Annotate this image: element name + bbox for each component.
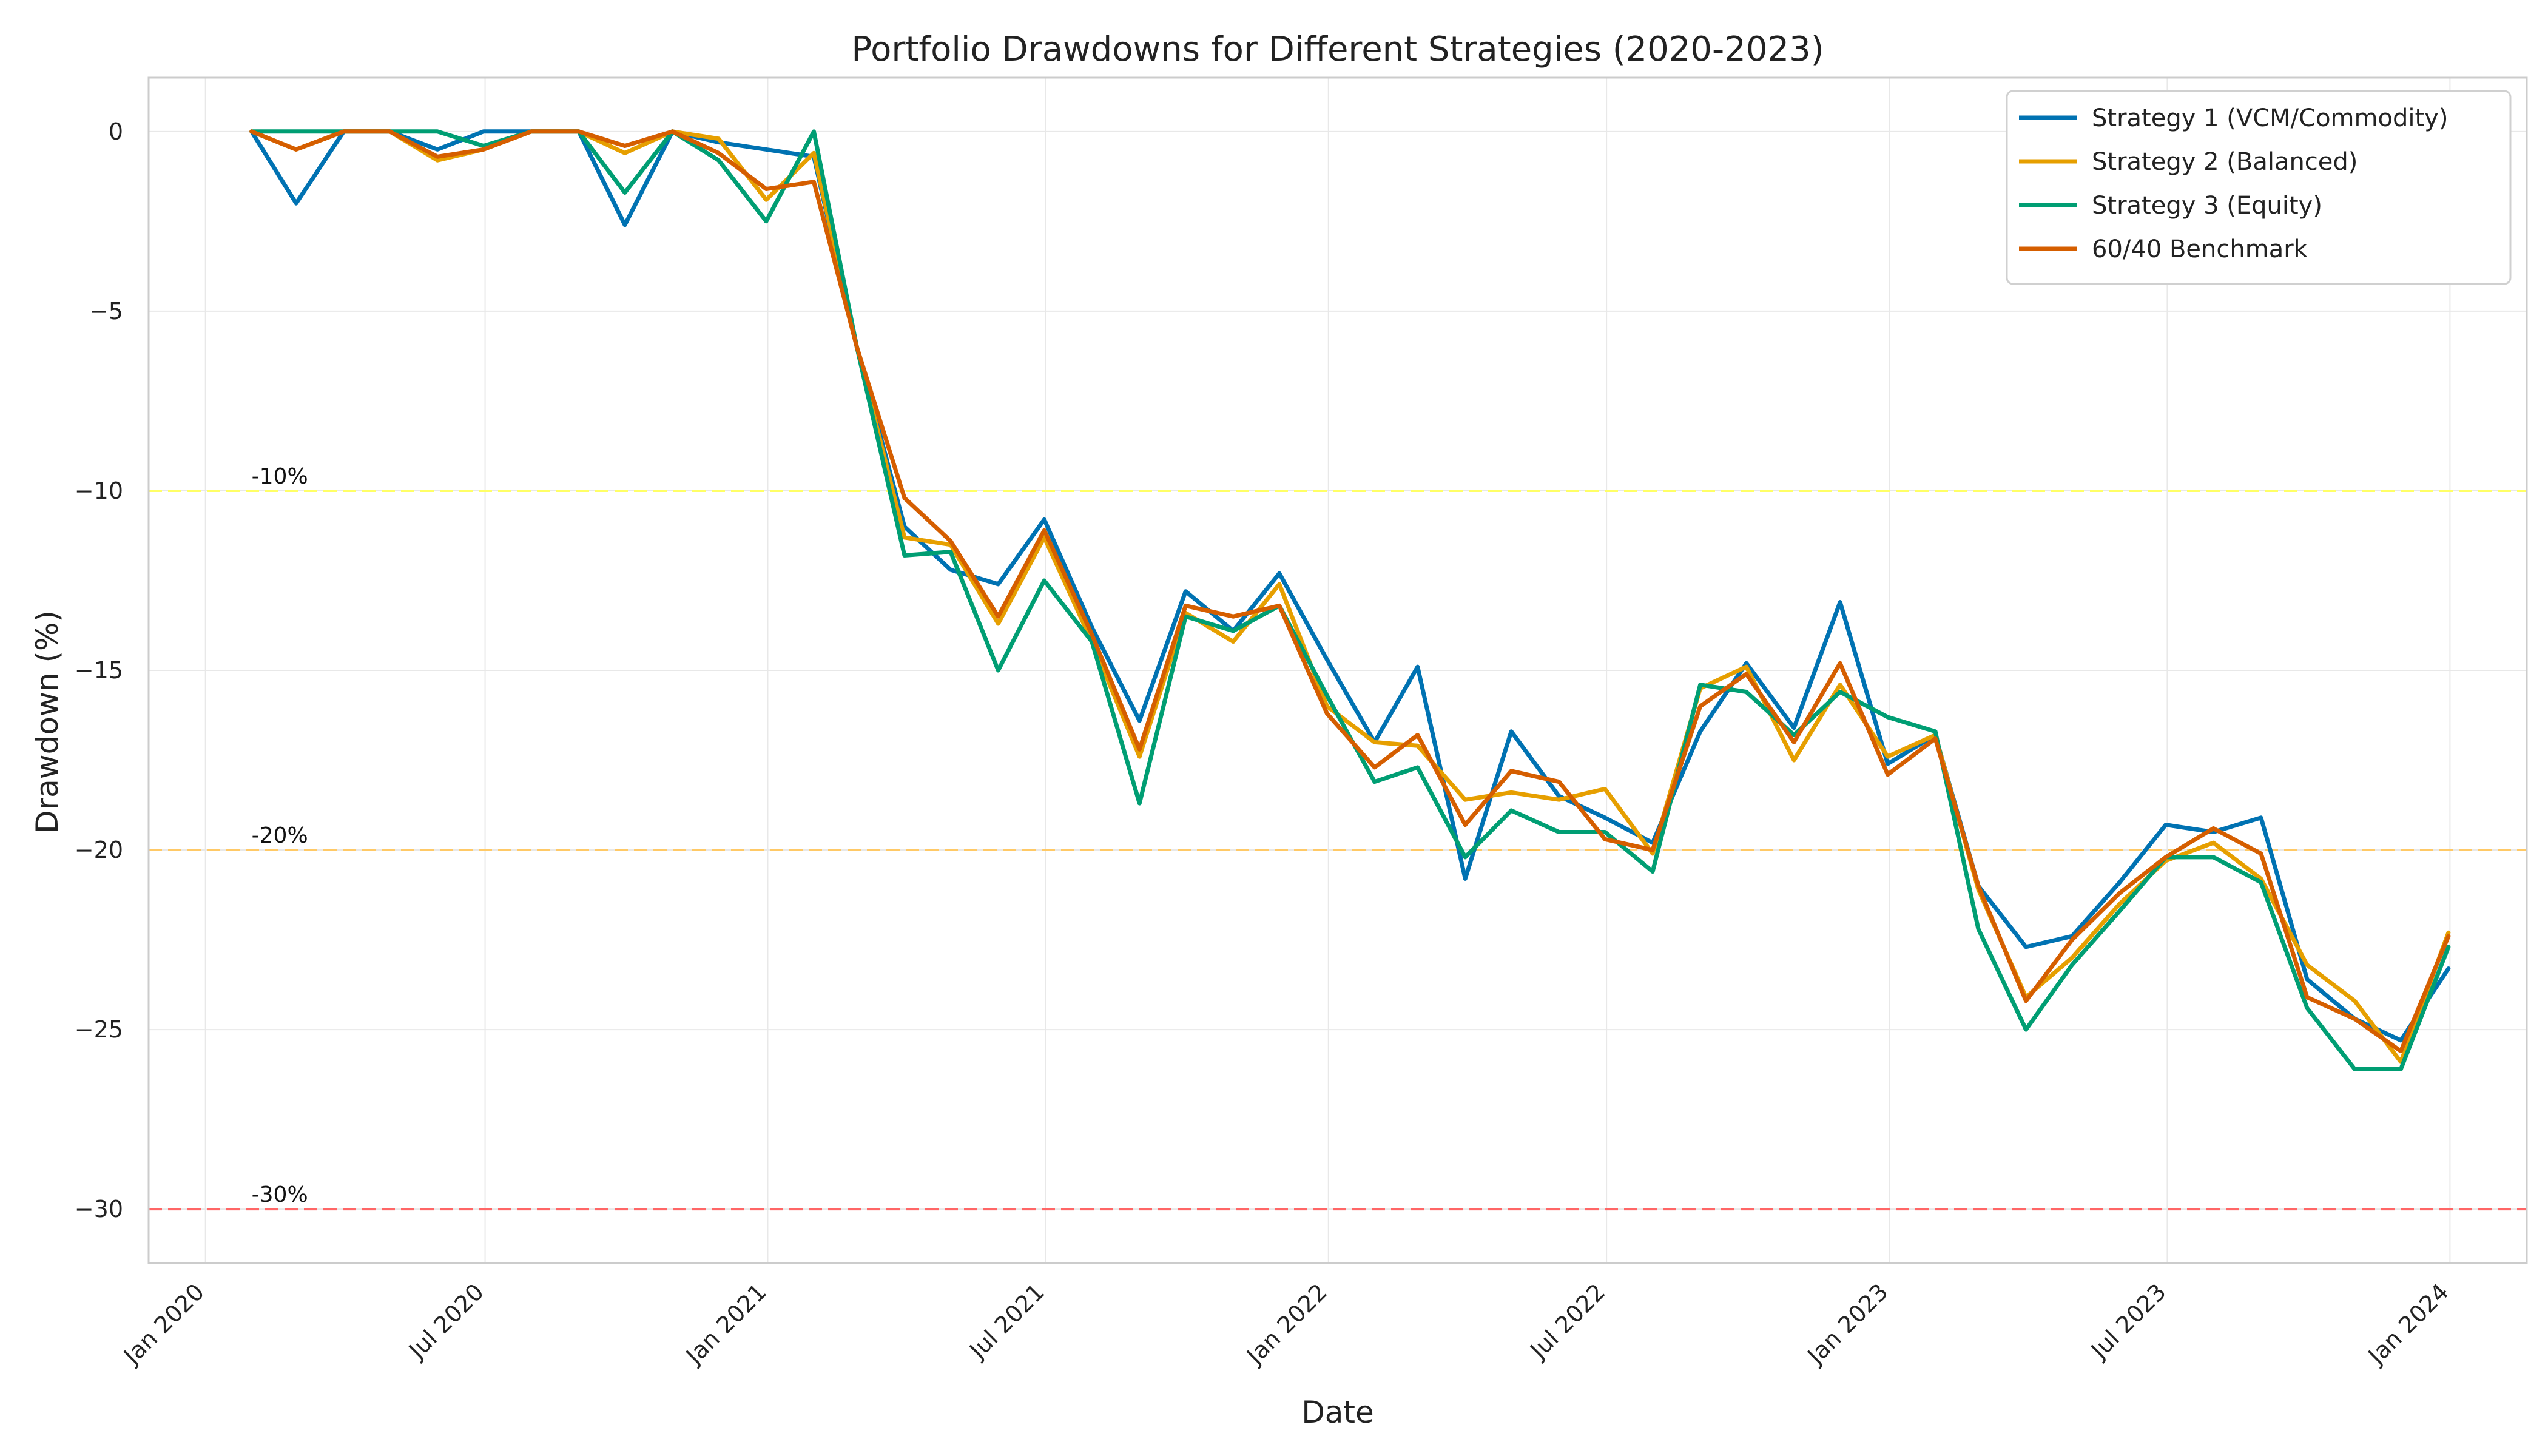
legend-box (2006, 90, 2512, 285)
legend-label: Strategy 3 (Equity) (2092, 192, 2322, 220)
reference-line-label: -30% (252, 1182, 308, 1207)
y-tick-label: −15 (75, 657, 123, 684)
series-lines (249, 129, 2451, 1071)
y-axis-ticks: 0 −5 −10 −15 −20 −25 −30 (75, 118, 123, 1222)
legend: Strategy 1 (VCM/Commodity) Strategy 2 (Ba… (2006, 90, 2512, 285)
y-tick-label: −5 (89, 298, 123, 325)
y-tick-label: −25 (75, 1016, 123, 1043)
reference-line-label: -10% (252, 464, 308, 489)
reference-line-label: -20% (252, 823, 308, 848)
chart-title: Portfolio Drawdowns for Different Strate… (851, 30, 1824, 69)
plot-frame (147, 76, 2528, 1264)
y-axis-label: Drawdown (%) (30, 610, 65, 834)
reference-lines: -10% -20% -30% (149, 464, 2527, 1211)
x-axis-label: Date (1301, 1395, 1374, 1430)
y-tick-label: 0 (109, 118, 123, 145)
legend-label: Strategy 1 (VCM/Commodity) (2092, 104, 2448, 132)
y-tick-label: −20 (75, 837, 123, 863)
y-tick-label: −10 (75, 477, 123, 504)
series-line (249, 129, 2451, 1054)
series-line (249, 129, 2451, 1043)
y-tick-label: −30 (75, 1196, 123, 1222)
legend-label: Strategy 2 (Balanced) (2092, 148, 2358, 176)
series-line (249, 129, 2451, 1064)
legend-label: 60/40 Benchmark (2092, 235, 2308, 263)
